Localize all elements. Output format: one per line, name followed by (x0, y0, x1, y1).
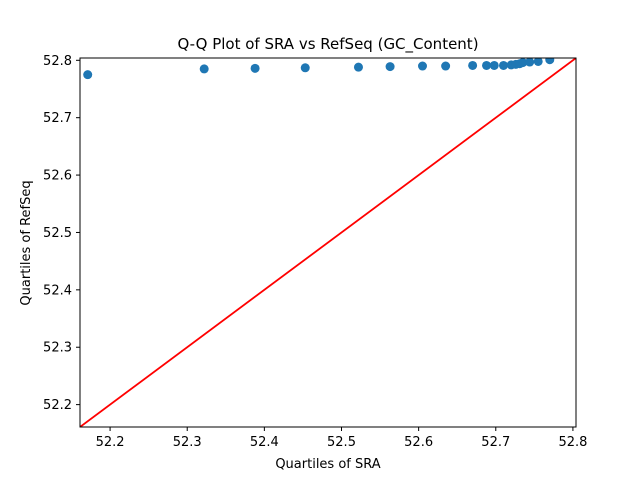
x-axis-title: Quartiles of SRA (275, 457, 380, 472)
x-tick-label: 52.7 (481, 435, 510, 450)
y-tick-label: 52.3 (43, 341, 72, 356)
data-point (489, 60, 499, 70)
data-point (250, 63, 260, 73)
data-point (441, 61, 451, 71)
chart-title: Q-Q Plot of SRA vs RefSeq (GC_Content) (177, 35, 478, 54)
y-tick-label: 52.8 (43, 54, 72, 69)
data-point (385, 62, 395, 72)
plot-frame (79, 57, 577, 428)
x-tick-label: 52.2 (96, 435, 125, 450)
data-point (518, 58, 528, 68)
reference-line (80, 58, 576, 427)
x-tick-label: 52.8 (558, 435, 587, 450)
data-point (417, 61, 427, 71)
x-tick-label: 52.4 (250, 435, 279, 450)
data-point (83, 70, 93, 80)
y-tick-label: 52.6 (43, 169, 72, 184)
y-tick-label: 52.7 (43, 111, 72, 126)
data-point (482, 60, 492, 70)
data-point (545, 58, 555, 65)
x-tick-label: 52.3 (173, 435, 202, 450)
data-point (525, 58, 535, 67)
axes: 52.2 52.3 52.4 52.5 52.6 52.7 52.8 52.2 52.3 52.4… (43, 54, 587, 450)
data-point (300, 63, 310, 73)
y-tick-label: 52.2 (43, 398, 72, 413)
y-axis-title: Quartiles of RefSeq (19, 180, 34, 305)
data-point (199, 64, 209, 74)
data-point (468, 60, 478, 70)
y-tick-label: 52.5 (43, 226, 72, 241)
plot-area (80, 58, 576, 427)
y-tick-label: 52.4 (43, 283, 72, 298)
data-point (498, 60, 508, 70)
x-tick-label: 52.6 (404, 435, 433, 450)
data-point (353, 62, 363, 72)
data-point (533, 58, 543, 66)
x-tick-label: 52.5 (327, 435, 356, 450)
